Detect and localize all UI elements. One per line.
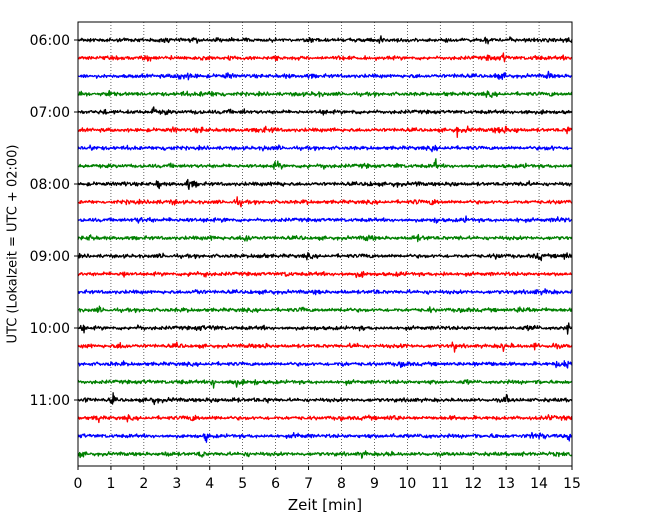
x-tick-label: 1 bbox=[106, 476, 115, 492]
x-tick-label: 5 bbox=[238, 476, 247, 492]
x-tick-label: 11 bbox=[431, 476, 449, 492]
y-tick-label: 08:00 bbox=[30, 177, 70, 193]
trace-0600 bbox=[77, 35, 573, 45]
x-tick-label: 14 bbox=[530, 476, 548, 492]
x-tick-label: 8 bbox=[337, 476, 346, 492]
trace-0845 bbox=[77, 233, 573, 243]
y-tick-label: 11:00 bbox=[30, 393, 70, 409]
x-tick-label: 7 bbox=[304, 476, 313, 492]
y-tick-label: 07:00 bbox=[30, 105, 70, 121]
x-tick-label: 6 bbox=[271, 476, 280, 492]
trace-1015 bbox=[77, 341, 573, 353]
x-tick-label: 9 bbox=[370, 476, 379, 492]
x-axis-label: Zeit [min] bbox=[288, 496, 362, 514]
y-axis-label: UTC (Lokalzeit = UTC + 02:00) bbox=[6, 145, 21, 344]
trace-0930 bbox=[77, 288, 573, 296]
trace-0745 bbox=[77, 158, 573, 170]
trace-1115 bbox=[77, 414, 573, 424]
trace-0830 bbox=[77, 215, 573, 224]
y-tick-label: 06:00 bbox=[30, 33, 70, 49]
y-tick-label: 09:00 bbox=[30, 249, 70, 265]
plot-frame bbox=[77, 21, 573, 467]
trace-0715 bbox=[77, 125, 573, 139]
x-tick-label: 3 bbox=[172, 476, 181, 492]
trace-1045 bbox=[77, 378, 573, 389]
seismogram-traces bbox=[77, 35, 573, 459]
x-tick-label: 12 bbox=[464, 476, 482, 492]
axis-ticks: 0 1 2 3 4 5 6 7 8 9 10 11 12 13 14 1506:0007:0008:0009:… bbox=[30, 33, 581, 492]
trace-1030 bbox=[77, 360, 573, 369]
x-tick-label: 15 bbox=[563, 476, 581, 492]
x-tick-label: 4 bbox=[205, 476, 214, 492]
y-tick-label: 10:00 bbox=[30, 321, 70, 337]
trace-0730 bbox=[77, 144, 573, 153]
trace-1000 bbox=[77, 322, 573, 335]
x-tick-label: 2 bbox=[139, 476, 148, 492]
trace-0615 bbox=[77, 52, 573, 63]
trace-1130 bbox=[77, 431, 573, 443]
trace-0915 bbox=[77, 270, 573, 279]
trace-0900 bbox=[77, 251, 573, 262]
trace-0815 bbox=[77, 196, 573, 208]
trace-0800 bbox=[77, 178, 573, 191]
x-tick-label: 10 bbox=[398, 476, 416, 492]
x-tick-label: 0 bbox=[74, 476, 83, 492]
trace-1145 bbox=[77, 450, 573, 459]
trace-1100 bbox=[77, 392, 573, 406]
trace-0630 bbox=[77, 70, 573, 81]
trace-0645 bbox=[77, 89, 573, 99]
trace-0945 bbox=[77, 305, 573, 314]
x-tick-label: 13 bbox=[497, 476, 515, 492]
trace-0700 bbox=[77, 106, 573, 116]
